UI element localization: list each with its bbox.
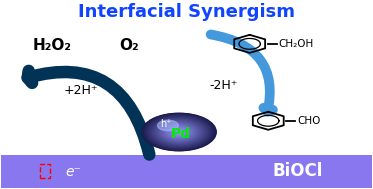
Circle shape	[167, 126, 191, 138]
Bar	[1, 155, 372, 188]
Circle shape	[145, 115, 213, 149]
Circle shape	[176, 131, 182, 133]
Circle shape	[164, 125, 194, 139]
Circle shape	[149, 117, 209, 147]
Circle shape	[160, 123, 198, 141]
Circle shape	[156, 120, 202, 144]
Circle shape	[147, 116, 211, 148]
Circle shape	[169, 127, 189, 137]
Text: CH₂OH: CH₂OH	[279, 39, 314, 49]
Circle shape	[144, 115, 214, 149]
Circle shape	[161, 123, 197, 141]
Circle shape	[163, 124, 195, 140]
Circle shape	[175, 130, 184, 134]
Circle shape	[162, 123, 197, 141]
Circle shape	[159, 122, 199, 142]
Text: Pd: Pd	[171, 127, 191, 141]
Circle shape	[164, 124, 195, 140]
Bar	[40, 164, 50, 178]
Circle shape	[143, 114, 215, 150]
Circle shape	[145, 115, 213, 149]
Circle shape	[154, 119, 204, 145]
Circle shape	[155, 120, 203, 144]
Circle shape	[146, 115, 212, 149]
Circle shape	[172, 129, 186, 136]
Circle shape	[173, 129, 185, 135]
Circle shape	[159, 122, 200, 142]
Text: O₂: O₂	[119, 38, 139, 53]
Text: +2H⁺: +2H⁺	[63, 84, 98, 97]
Text: H₂O₂: H₂O₂	[32, 38, 71, 53]
Text: CHO: CHO	[297, 116, 321, 126]
Circle shape	[151, 118, 207, 146]
Circle shape	[162, 124, 196, 140]
Circle shape	[178, 131, 180, 133]
Circle shape	[153, 119, 205, 145]
Circle shape	[170, 128, 188, 136]
Circle shape	[174, 129, 184, 135]
Circle shape	[147, 116, 211, 148]
Circle shape	[177, 131, 181, 133]
Text: e⁻: e⁻	[66, 165, 82, 179]
Circle shape	[170, 127, 188, 137]
Circle shape	[156, 120, 203, 144]
Circle shape	[168, 126, 190, 138]
Circle shape	[157, 121, 201, 143]
Circle shape	[150, 117, 208, 147]
Circle shape	[160, 122, 198, 142]
Circle shape	[151, 118, 207, 146]
Circle shape	[157, 120, 178, 131]
Circle shape	[166, 125, 193, 139]
Circle shape	[142, 114, 216, 150]
Circle shape	[173, 129, 185, 135]
Circle shape	[154, 119, 204, 145]
Circle shape	[144, 114, 214, 150]
Circle shape	[148, 116, 210, 148]
Circle shape	[149, 117, 209, 147]
Circle shape	[167, 126, 191, 138]
Text: BiOCl: BiOCl	[273, 162, 323, 180]
Text: Interfacial Synergism: Interfacial Synergism	[78, 3, 295, 21]
Circle shape	[158, 121, 200, 143]
Circle shape	[175, 130, 183, 134]
Text: h⁺: h⁺	[160, 119, 172, 129]
Circle shape	[166, 125, 192, 139]
Circle shape	[176, 130, 182, 134]
Circle shape	[153, 119, 206, 146]
Circle shape	[169, 127, 189, 137]
Circle shape	[157, 121, 201, 143]
Circle shape	[152, 118, 206, 146]
Circle shape	[142, 113, 216, 151]
Text: -2H⁺: -2H⁺	[210, 79, 238, 92]
Circle shape	[171, 128, 187, 136]
Circle shape	[172, 128, 186, 136]
Circle shape	[165, 125, 193, 139]
